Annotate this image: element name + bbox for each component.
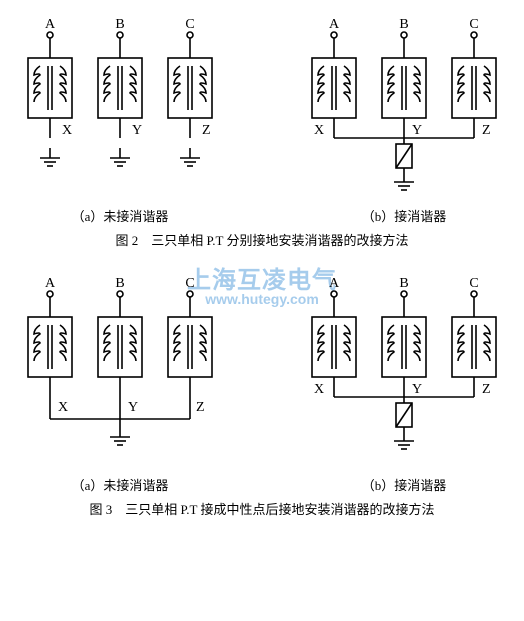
label-Z: Z bbox=[482, 123, 491, 138]
figure-3: A B C bbox=[10, 269, 514, 518]
label-A: A bbox=[329, 276, 340, 291]
label-A: A bbox=[45, 17, 56, 32]
label-B: B bbox=[115, 276, 124, 291]
figure-2-row: A X B Y C bbox=[10, 10, 514, 225]
label-B: B bbox=[115, 17, 124, 32]
fig2a-sublabel: （a）未接消谐器 bbox=[10, 206, 230, 225]
label-C: C bbox=[469, 17, 478, 32]
fig2b: A X B Y C Z bbox=[294, 10, 514, 225]
label-Z: Z bbox=[202, 123, 211, 138]
fig3a-sublabel: （a）未接消谐器 bbox=[10, 475, 230, 494]
fig3a: A B C bbox=[10, 269, 230, 494]
fig3b-svg: A X B Y C Z bbox=[294, 269, 514, 469]
label-X: X bbox=[314, 382, 324, 397]
label-C: C bbox=[469, 276, 478, 291]
label-C: C bbox=[185, 17, 194, 32]
fig2a: A X B Y C bbox=[10, 10, 230, 225]
fig3b: A X B Y C Z bbox=[294, 269, 514, 494]
label-Y: Y bbox=[128, 400, 138, 415]
figure-3-row: A B C bbox=[10, 269, 514, 494]
fig3-caption: 图 3 三只单相 P.T 接成中性点后接地安装消谐器的改接方法 bbox=[10, 499, 514, 518]
label-X: X bbox=[62, 123, 72, 138]
label-X: X bbox=[58, 400, 68, 415]
fig2-caption: 图 2 三只单相 P.T 分别接地安装消谐器的改接方法 bbox=[10, 230, 514, 249]
label-X: X bbox=[314, 123, 324, 138]
fig2b-sublabel: （b）接消谐器 bbox=[294, 206, 514, 225]
label-Y: Y bbox=[132, 123, 142, 138]
label-C: C bbox=[185, 276, 194, 291]
fig3a-svg: A B C bbox=[10, 269, 230, 469]
label-B: B bbox=[399, 17, 408, 32]
figure-2: A X B Y C bbox=[10, 10, 514, 249]
label-Y: Y bbox=[412, 123, 422, 138]
label-A: A bbox=[329, 17, 340, 32]
fig2a-svg: A X B Y C bbox=[10, 10, 230, 200]
label-Z: Z bbox=[196, 400, 205, 415]
label-B: B bbox=[399, 276, 408, 291]
fig2b-svg: A X B Y C Z bbox=[294, 10, 514, 200]
label-Y: Y bbox=[412, 382, 422, 397]
label-A: A bbox=[45, 276, 56, 291]
label-Z: Z bbox=[482, 382, 491, 397]
fig3b-sublabel: （b）接消谐器 bbox=[294, 475, 514, 494]
